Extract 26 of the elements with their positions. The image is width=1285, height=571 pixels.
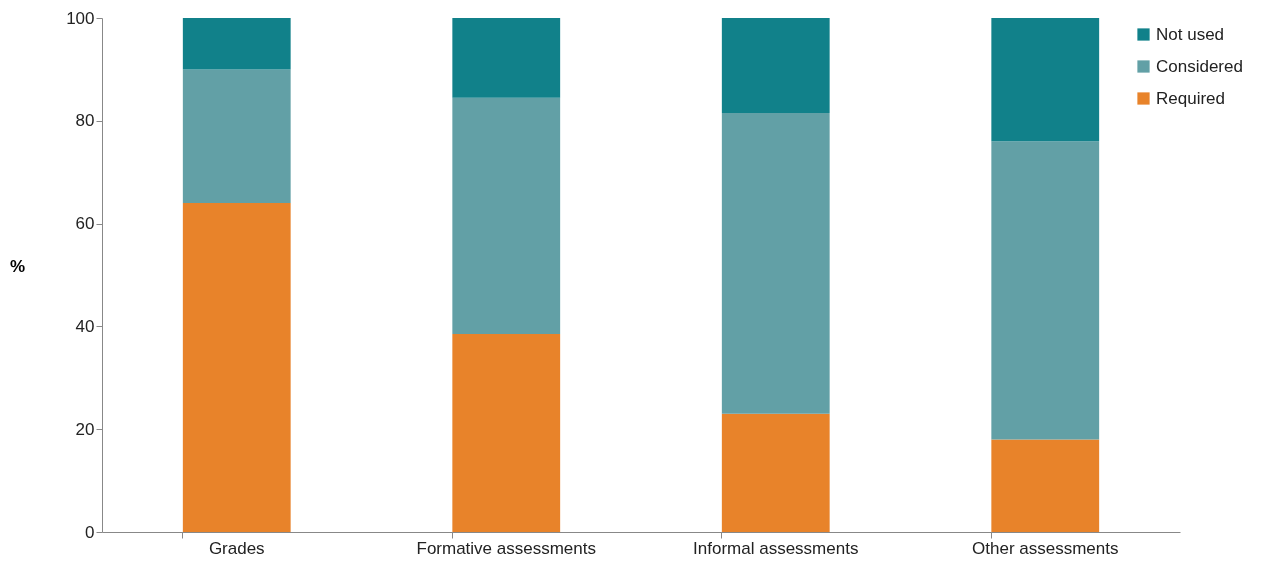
- bar: [721, 113, 830, 414]
- bar: [452, 18, 561, 98]
- bar: [991, 141, 1100, 440]
- y-tick-label: 20: [75, 419, 95, 439]
- x-tick-label: Other assessments: [972, 538, 1119, 558]
- y-tick-label: 60: [75, 214, 95, 234]
- bar: [991, 439, 1100, 532]
- legend-label: Considered: [1156, 56, 1243, 76]
- x-tick-label: Grades: [208, 538, 265, 558]
- y-tick-label: 80: [75, 111, 95, 131]
- bar: [452, 97, 561, 335]
- y-axis-title: %: [9, 256, 26, 276]
- bar: [182, 69, 291, 204]
- y-tick-label: 40: [75, 316, 95, 336]
- x-tick-label: Informal assessments: [693, 538, 859, 558]
- y-tick-label: 100: [66, 8, 95, 28]
- bar: [721, 413, 830, 532]
- legend-label: Not used: [1156, 24, 1225, 44]
- bar: [991, 18, 1100, 142]
- bar: [452, 334, 561, 532]
- legend-label: Required: [1156, 88, 1225, 108]
- bar: [182, 203, 291, 532]
- x-tick-label: Formative assessments: [416, 538, 596, 558]
- bar: [721, 18, 830, 114]
- bar: [182, 18, 291, 70]
- y-tick-label: 0: [85, 522, 95, 542]
